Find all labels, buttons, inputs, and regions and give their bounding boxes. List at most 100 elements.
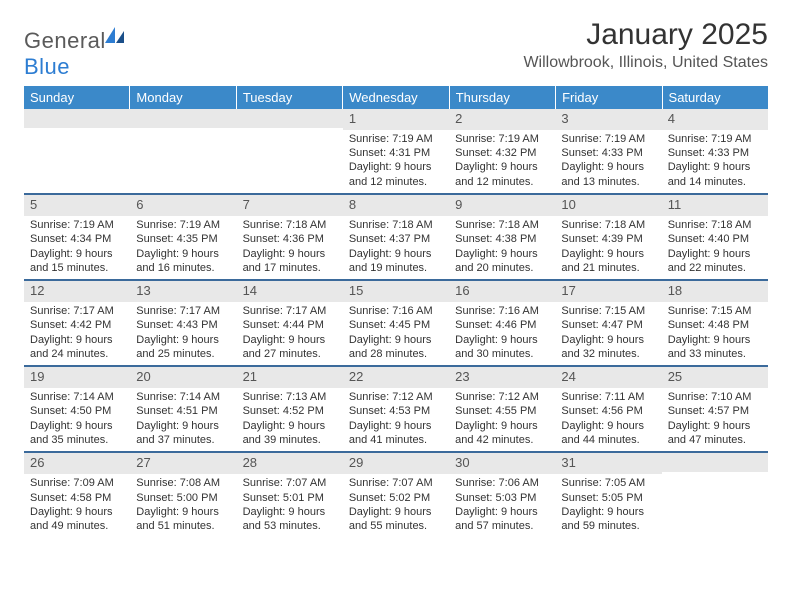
day-cell	[662, 453, 768, 537]
day-number: 29	[343, 453, 449, 474]
day-cell: 17Sunrise: 7:15 AMSunset: 4:47 PMDayligh…	[555, 281, 661, 365]
day-header-friday: Friday	[556, 86, 662, 109]
day-number: 24	[555, 367, 661, 388]
day-details: Sunrise: 7:19 AMSunset: 4:33 PMDaylight:…	[662, 130, 768, 193]
day-number: 30	[449, 453, 555, 474]
day-cell: 1Sunrise: 7:19 AMSunset: 4:31 PMDaylight…	[343, 109, 449, 193]
day-number: 15	[343, 281, 449, 302]
day-details: Sunrise: 7:19 AMSunset: 4:34 PMDaylight:…	[24, 216, 130, 279]
day-number: 10	[555, 195, 661, 216]
day-number: 20	[130, 367, 236, 388]
day-details: Sunrise: 7:16 AMSunset: 4:46 PMDaylight:…	[449, 302, 555, 365]
day-number: 19	[24, 367, 130, 388]
day-cell: 3Sunrise: 7:19 AMSunset: 4:33 PMDaylight…	[555, 109, 661, 193]
day-cell: 22Sunrise: 7:12 AMSunset: 4:53 PMDayligh…	[343, 367, 449, 451]
day-cell	[24, 109, 130, 193]
day-number	[130, 109, 236, 128]
day-details: Sunrise: 7:18 AMSunset: 4:39 PMDaylight:…	[555, 216, 661, 279]
day-details: Sunrise: 7:18 AMSunset: 4:40 PMDaylight:…	[662, 216, 768, 279]
day-header-wednesday: Wednesday	[343, 86, 449, 109]
day-header-monday: Monday	[130, 86, 236, 109]
day-header-sunday: Sunday	[24, 86, 130, 109]
week-row: 5Sunrise: 7:19 AMSunset: 4:34 PMDaylight…	[24, 195, 768, 281]
day-details	[130, 128, 236, 134]
logo-word-blue: Blue	[24, 54, 70, 79]
day-number	[662, 453, 768, 472]
logo-sail-icon	[104, 24, 126, 50]
header: GeneralBlue January 2025 Willowbrook, Il…	[24, 18, 768, 80]
day-cell: 24Sunrise: 7:11 AMSunset: 4:56 PMDayligh…	[555, 367, 661, 451]
day-number: 12	[24, 281, 130, 302]
day-number: 2	[449, 109, 555, 130]
day-cell: 10Sunrise: 7:18 AMSunset: 4:39 PMDayligh…	[555, 195, 661, 279]
day-cell: 26Sunrise: 7:09 AMSunset: 4:58 PMDayligh…	[24, 453, 130, 537]
location: Willowbrook, Illinois, United States	[523, 54, 768, 72]
day-cell: 4Sunrise: 7:19 AMSunset: 4:33 PMDaylight…	[662, 109, 768, 193]
day-details	[24, 128, 130, 134]
day-number: 31	[555, 453, 661, 474]
day-number: 27	[130, 453, 236, 474]
day-number	[237, 109, 343, 128]
day-cell: 29Sunrise: 7:07 AMSunset: 5:02 PMDayligh…	[343, 453, 449, 537]
month-title: January 2025	[523, 18, 768, 52]
day-cell: 21Sunrise: 7:13 AMSunset: 4:52 PMDayligh…	[237, 367, 343, 451]
day-details: Sunrise: 7:19 AMSunset: 4:31 PMDaylight:…	[343, 130, 449, 193]
day-cell: 27Sunrise: 7:08 AMSunset: 5:00 PMDayligh…	[130, 453, 236, 537]
day-details: Sunrise: 7:15 AMSunset: 4:47 PMDaylight:…	[555, 302, 661, 365]
day-details: Sunrise: 7:06 AMSunset: 5:03 PMDaylight:…	[449, 474, 555, 537]
day-number: 16	[449, 281, 555, 302]
day-cell: 20Sunrise: 7:14 AMSunset: 4:51 PMDayligh…	[130, 367, 236, 451]
logo-word-general: General	[24, 28, 106, 53]
day-details: Sunrise: 7:17 AMSunset: 4:42 PMDaylight:…	[24, 302, 130, 365]
day-details: Sunrise: 7:18 AMSunset: 4:37 PMDaylight:…	[343, 216, 449, 279]
day-cell: 28Sunrise: 7:07 AMSunset: 5:01 PMDayligh…	[237, 453, 343, 537]
day-details: Sunrise: 7:15 AMSunset: 4:48 PMDaylight:…	[662, 302, 768, 365]
day-number: 3	[555, 109, 661, 130]
day-number: 5	[24, 195, 130, 216]
day-cell: 7Sunrise: 7:18 AMSunset: 4:36 PMDaylight…	[237, 195, 343, 279]
day-details: Sunrise: 7:14 AMSunset: 4:50 PMDaylight:…	[24, 388, 130, 451]
day-details: Sunrise: 7:08 AMSunset: 5:00 PMDaylight:…	[130, 474, 236, 537]
logo-text: GeneralBlue	[24, 28, 126, 80]
day-cell: 15Sunrise: 7:16 AMSunset: 4:45 PMDayligh…	[343, 281, 449, 365]
day-details: Sunrise: 7:11 AMSunset: 4:56 PMDaylight:…	[555, 388, 661, 451]
week-row: 12Sunrise: 7:17 AMSunset: 4:42 PMDayligh…	[24, 281, 768, 367]
day-details: Sunrise: 7:09 AMSunset: 4:58 PMDaylight:…	[24, 474, 130, 537]
day-header-saturday: Saturday	[663, 86, 768, 109]
day-number: 1	[343, 109, 449, 130]
day-cell: 11Sunrise: 7:18 AMSunset: 4:40 PMDayligh…	[662, 195, 768, 279]
day-details: Sunrise: 7:10 AMSunset: 4:57 PMDaylight:…	[662, 388, 768, 451]
day-cell: 8Sunrise: 7:18 AMSunset: 4:37 PMDaylight…	[343, 195, 449, 279]
day-cell: 9Sunrise: 7:18 AMSunset: 4:38 PMDaylight…	[449, 195, 555, 279]
day-number: 14	[237, 281, 343, 302]
day-number: 7	[237, 195, 343, 216]
day-header-tuesday: Tuesday	[237, 86, 343, 109]
day-details: Sunrise: 7:13 AMSunset: 4:52 PMDaylight:…	[237, 388, 343, 451]
calendar: SundayMondayTuesdayWednesdayThursdayFrid…	[24, 86, 768, 537]
day-details	[662, 472, 768, 478]
day-number: 4	[662, 109, 768, 130]
logo: GeneralBlue	[24, 18, 126, 80]
day-cell: 23Sunrise: 7:12 AMSunset: 4:55 PMDayligh…	[449, 367, 555, 451]
day-number: 6	[130, 195, 236, 216]
day-details: Sunrise: 7:14 AMSunset: 4:51 PMDaylight:…	[130, 388, 236, 451]
day-details: Sunrise: 7:19 AMSunset: 4:35 PMDaylight:…	[130, 216, 236, 279]
day-details: Sunrise: 7:07 AMSunset: 5:01 PMDaylight:…	[237, 474, 343, 537]
day-details: Sunrise: 7:12 AMSunset: 4:53 PMDaylight:…	[343, 388, 449, 451]
day-header-thursday: Thursday	[450, 86, 556, 109]
day-number: 21	[237, 367, 343, 388]
day-number: 23	[449, 367, 555, 388]
day-number: 18	[662, 281, 768, 302]
day-cell: 18Sunrise: 7:15 AMSunset: 4:48 PMDayligh…	[662, 281, 768, 365]
day-details: Sunrise: 7:05 AMSunset: 5:05 PMDaylight:…	[555, 474, 661, 537]
day-cell: 16Sunrise: 7:16 AMSunset: 4:46 PMDayligh…	[449, 281, 555, 365]
day-cell: 2Sunrise: 7:19 AMSunset: 4:32 PMDaylight…	[449, 109, 555, 193]
day-cell: 31Sunrise: 7:05 AMSunset: 5:05 PMDayligh…	[555, 453, 661, 537]
title-block: January 2025 Willowbrook, Illinois, Unit…	[523, 18, 768, 72]
day-number: 9	[449, 195, 555, 216]
day-cell: 19Sunrise: 7:14 AMSunset: 4:50 PMDayligh…	[24, 367, 130, 451]
day-details: Sunrise: 7:19 AMSunset: 4:32 PMDaylight:…	[449, 130, 555, 193]
day-cell: 25Sunrise: 7:10 AMSunset: 4:57 PMDayligh…	[662, 367, 768, 451]
day-number: 28	[237, 453, 343, 474]
day-details	[237, 128, 343, 134]
